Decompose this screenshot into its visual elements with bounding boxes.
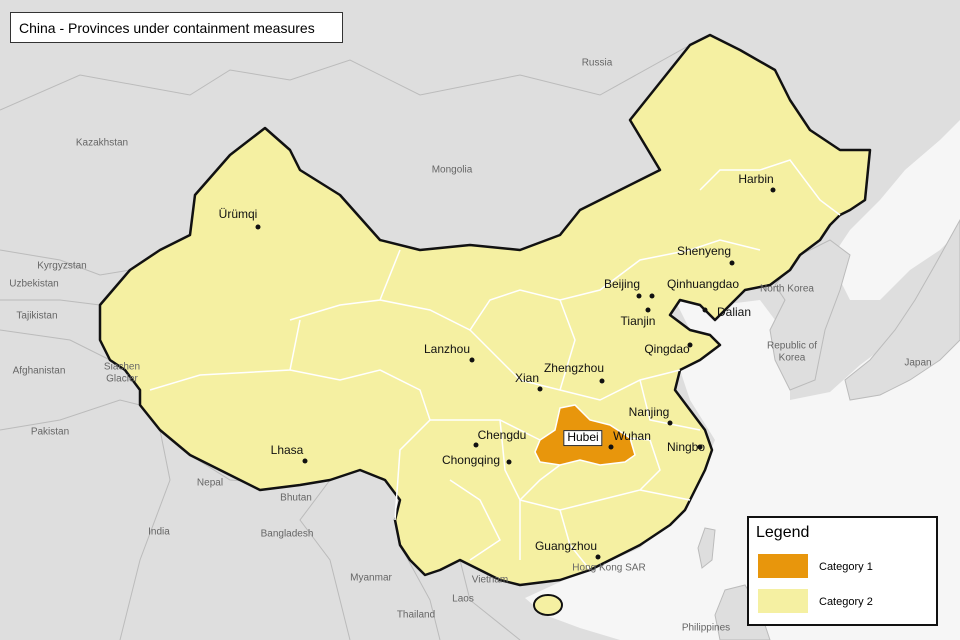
country-label: Pakistan (30, 426, 70, 438)
city-label: Xian (514, 371, 540, 386)
city-label: Chongqing (441, 453, 501, 468)
city-dot (537, 386, 543, 392)
country-label: Kyrgyzstan (37, 260, 87, 272)
country-label: Nepal (196, 477, 224, 489)
city-label: Lhasa (270, 443, 304, 458)
city-dots (255, 187, 776, 560)
city-label: Shenyeng (676, 244, 732, 259)
map-title: China - Provinces under containment meas… (10, 12, 343, 43)
city-label: Ürümqi (218, 207, 258, 222)
city-label: Chengdu (477, 428, 527, 443)
country-label: Japan (904, 357, 932, 369)
city-label: Qinhuangdao (666, 277, 740, 292)
country-label: Bangladesh (260, 528, 314, 540)
city-dot (729, 260, 735, 266)
city-dot (702, 307, 708, 313)
city-label: Beijing (603, 277, 641, 292)
country-label: Myanmar (350, 572, 392, 584)
legend-swatch (758, 554, 808, 578)
philippines (714, 584, 771, 640)
city-dot (595, 554, 601, 560)
country-label: Tajikistan (16, 310, 58, 322)
country-label: Bhutan (280, 492, 312, 504)
legend-label: Category 2 (819, 596, 873, 608)
legend: Legend Category 1 Category 2 (747, 516, 938, 626)
country-label: Uzbekistan (9, 278, 59, 290)
city-dot (687, 342, 693, 348)
city-label: Harbin (738, 172, 774, 187)
country-label: India (148, 526, 170, 538)
country-label: Mongolia (431, 164, 473, 176)
province-borders (149, 159, 841, 571)
china-region (98, 33, 872, 587)
city-dot (645, 307, 651, 313)
city-label: Qingdao (644, 342, 690, 357)
city-label: Guangzhou (534, 539, 598, 554)
korea (769, 239, 851, 391)
country-label: Afghanistan (12, 365, 66, 377)
city-dot (469, 357, 475, 363)
country-label: North Korea (760, 283, 814, 295)
country-label: Philippines (681, 622, 731, 634)
hainan (533, 594, 563, 616)
city-dot (636, 293, 642, 299)
city-label: Lanzhou (423, 342, 471, 357)
sea-north (830, 120, 960, 300)
country-label: Thailand (396, 609, 436, 621)
country-label: Vietnam (471, 574, 509, 586)
city-label: Tianjin (620, 314, 656, 329)
country-label: Republic of Korea (766, 340, 818, 364)
city-label: Nanjing (628, 405, 670, 420)
country-label: Hong Kong SAR (572, 562, 646, 574)
legend-title: Legend (756, 524, 810, 541)
city-dot (649, 293, 655, 299)
city-dot (608, 444, 614, 450)
province-label: Hubei (563, 430, 603, 446)
country-label: Siachen Glacier (103, 361, 141, 385)
city-dot (697, 444, 703, 450)
country-label: Laos (452, 593, 474, 605)
city-dot (506, 459, 512, 465)
japan (844, 218, 960, 401)
legend-swatch (758, 589, 808, 613)
city-label: Zhengzhou (543, 361, 605, 376)
city-label: Ningbo (666, 440, 706, 455)
city-dot (302, 458, 308, 464)
city-dot (255, 224, 261, 230)
city-dot (473, 442, 479, 448)
city-dot (770, 187, 776, 193)
legend-label: Category 1 (819, 561, 873, 573)
city-label: Wuhan (613, 429, 651, 444)
country-label: Kazakhstan (75, 137, 129, 149)
city-dot (667, 420, 673, 426)
country-label: Russia (581, 57, 613, 69)
city-dot (599, 378, 605, 384)
taiwan (697, 527, 716, 569)
city-label: Dalian (716, 305, 752, 320)
